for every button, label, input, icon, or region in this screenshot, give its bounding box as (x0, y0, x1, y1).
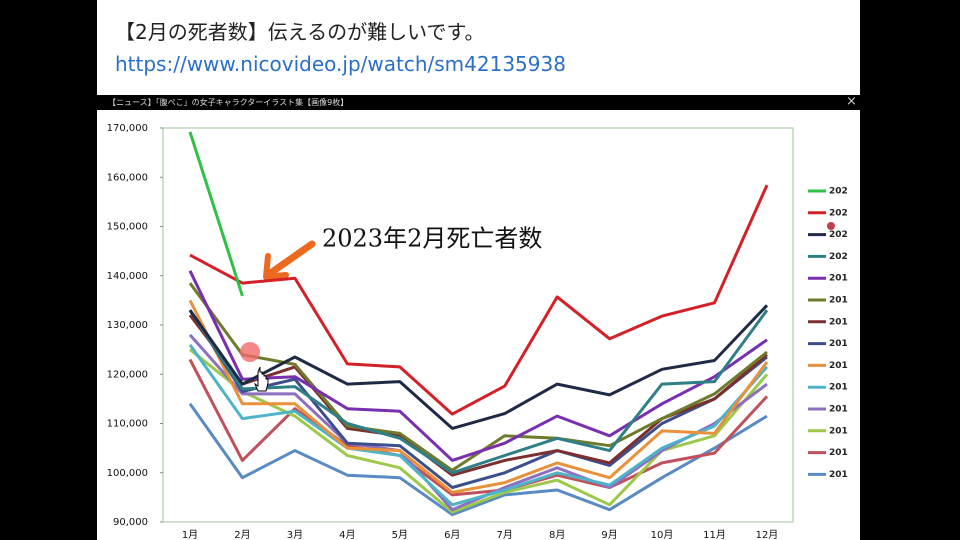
y-tick-label: 170,000 (107, 123, 148, 134)
y-tick-label: 90,000 (113, 517, 148, 528)
y-tick-label: 140,000 (107, 271, 148, 282)
legend-label: 2011年 (829, 446, 863, 458)
legend-label: 2023年 (829, 185, 863, 197)
legend-label: 2015年 (829, 359, 863, 371)
x-tick-label: 5月 (392, 529, 408, 540)
annotation: 2023年2月死亡者数 (322, 225, 542, 253)
series-line (189, 184, 769, 416)
post-card: 【2月の死者数】伝えるのが難しいです。 https://www.nicovide… (97, 0, 860, 95)
legend-dot (827, 222, 835, 230)
video-title: 【ニュース】「腹ぺこ」の女子キャラクターイラスト集【画像9枚】 (108, 98, 349, 107)
close-button[interactable]: × (846, 94, 857, 109)
y-tick-label: 160,000 (107, 172, 148, 183)
series-line (188, 358, 769, 497)
series-line (188, 270, 768, 462)
legend-label: 2021年 (829, 228, 863, 240)
x-tick-label: 4月 (339, 529, 355, 540)
series-line (188, 402, 768, 517)
post-link[interactable]: https://www.nicovideo.jp/watch/sm4213593… (115, 52, 566, 76)
cursor-highlight (240, 342, 260, 362)
legend: 2023年 2022年 2021年 2020年 2019年 2018年 2017年 2016年… (808, 185, 863, 480)
legend-label: 2013年 (829, 403, 863, 415)
post-title: 【2月の死者数】伝えるのが難しいです。 (115, 20, 485, 44)
series-line (188, 304, 769, 430)
x-tick-label: 2月 (234, 529, 250, 540)
series-line (188, 309, 768, 489)
legend-label: 2017年 (829, 315, 863, 327)
series-line (188, 131, 244, 297)
legend-label: 2018年 (829, 294, 863, 306)
y-tick-label: 130,000 (107, 320, 148, 331)
legend-label: 2016年 (829, 337, 863, 349)
legend-label: 2022年 (829, 206, 863, 218)
x-tick-label: 3月 (287, 529, 303, 540)
legend-label: 2010年 (829, 468, 863, 480)
y-tick-label: 150,000 (107, 222, 148, 233)
x-tick-label: 11月 (703, 529, 726, 540)
x-tick-label: 8月 (549, 529, 565, 540)
legend-label: 2014年 (829, 381, 863, 393)
legend-label: 2020年 (829, 250, 863, 262)
x-tick-label: 1月 (182, 529, 198, 540)
y-tick-label: 110,000 (107, 419, 148, 430)
x-tick-label: 12月 (756, 529, 779, 540)
x-tick-label: 10月 (651, 529, 674, 540)
x-tick-label: 9月 (601, 529, 617, 540)
arrow (263, 240, 316, 280)
x-tick-label: 6月 (444, 529, 460, 540)
series-line (188, 309, 769, 475)
y-tick-label: 100,000 (107, 468, 148, 479)
series-line (188, 299, 769, 494)
hand-cursor (253, 366, 269, 392)
plot-area (162, 127, 794, 523)
legend-label: 2019年 (829, 272, 863, 284)
series-line (188, 343, 769, 507)
legend-label: 2012年 (829, 424, 863, 436)
x-tick-label: 7月 (497, 529, 513, 540)
y-tick-label: 120,000 (107, 369, 148, 380)
